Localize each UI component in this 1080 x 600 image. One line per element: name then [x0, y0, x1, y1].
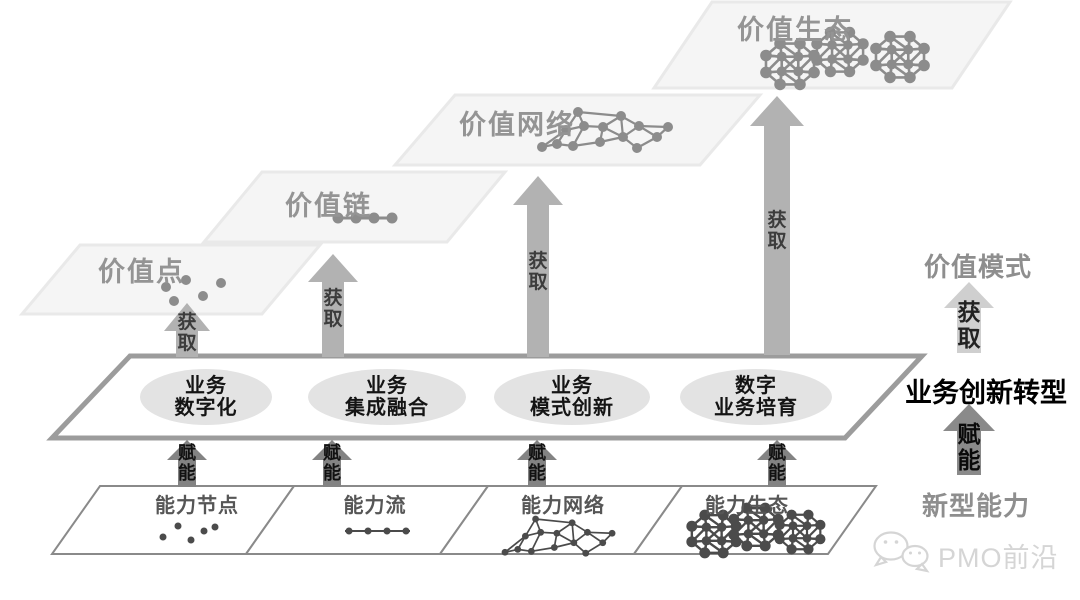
acquire-arrow-1: [164, 303, 210, 357]
acquire-label-3: 获取: [528, 251, 548, 294]
acquire-label-2: 获取: [323, 288, 343, 331]
stage-label-model-innovation: 业务 模式创新: [530, 375, 614, 419]
new-capability-label: 新型能力: [921, 491, 1031, 521]
acquire-label-1: 获取: [177, 312, 197, 355]
stage-ellipse-model-innovation: [494, 369, 650, 425]
empower-arrow-3: [517, 440, 557, 487]
capability-flow-graphic: [345, 527, 410, 535]
empower-arrow-2: [312, 440, 352, 487]
capability-flow-label: 能力流: [343, 495, 407, 517]
stage-ellipse-digitalization: [140, 369, 272, 425]
value-chain-plane: [200, 170, 509, 244]
value-network-label: 价值网络: [459, 110, 575, 140]
capability-node-graphic: [159, 522, 219, 544]
value-ecosystem-label: 价值生态: [737, 15, 853, 45]
acquire-label-4: 获取: [767, 210, 787, 253]
value-model-label: 价值模式: [923, 252, 1033, 282]
stage-label-integration: 业务 集成融合: [345, 375, 429, 419]
value-point-label: 价值点: [98, 257, 185, 287]
watermark-text: PMO前沿: [938, 543, 1059, 573]
capability-ecosystem-graphic: [686, 502, 826, 559]
transformation-label: 业务创新转型: [905, 378, 1067, 408]
right-acquire-arrow: [944, 282, 994, 353]
value-network-graphic: [537, 107, 673, 153]
value-point-graphic: [161, 275, 226, 306]
value-network-plane: [391, 93, 764, 167]
acquire-arrow-2: [308, 254, 358, 357]
acquire-arrow-4: [750, 96, 804, 355]
value-ecosystem-graphic: [760, 26, 930, 91]
empower-label-3: 赋能: [528, 443, 546, 484]
stage-ellipse-integration: [308, 369, 466, 425]
right-empower-arrow: [943, 404, 995, 475]
value-point-plane: [18, 243, 324, 316]
empower-label-4: 赋能: [768, 443, 786, 484]
right-acquire-label: 获取: [957, 299, 981, 351]
capability-ecosystem-label: 能力生态: [705, 495, 789, 517]
stage-ellipse-digital-cultivation: [680, 369, 832, 425]
right-empower-label: 赋能: [957, 421, 981, 473]
stage-label-digitalization: 业务 数字化: [174, 375, 238, 419]
empower-arrow-4: [757, 440, 797, 487]
empower-arrow-1: [167, 440, 207, 487]
wechat-icon: [873, 531, 930, 573]
empower-label-1: 赋能: [178, 443, 196, 484]
acquire-arrow-3: [513, 176, 563, 357]
empower-label-2: 赋能: [323, 443, 341, 484]
capability-network-label: 能力网络: [521, 495, 605, 517]
stage-label-digital-cultivation: 数字 业务培育: [714, 375, 798, 419]
value-chain-graphic: [332, 212, 398, 224]
capability-network-graphic: [501, 515, 616, 557]
value-chain-label: 价值链: [285, 191, 372, 221]
capability-node-label: 能力节点: [155, 495, 239, 517]
